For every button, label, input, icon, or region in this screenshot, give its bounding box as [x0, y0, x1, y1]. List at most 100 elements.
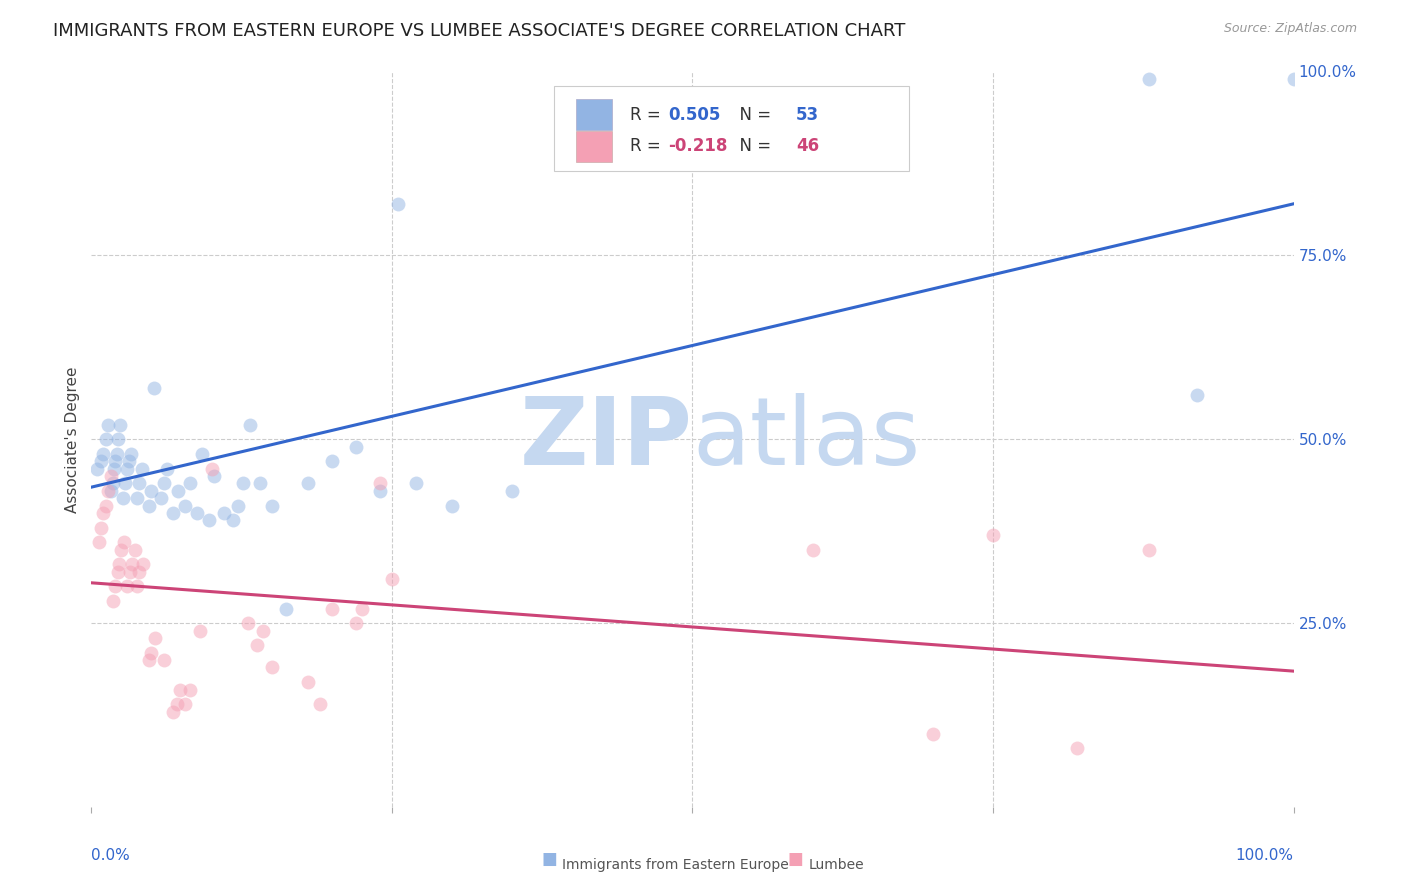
Point	[981, 528, 1004, 542]
Point	[94, 433, 117, 447]
FancyBboxPatch shape	[576, 131, 612, 161]
Point	[103, 462, 125, 476]
Point	[100, 469, 122, 483]
Point	[162, 705, 184, 719]
Point	[405, 476, 427, 491]
Point	[125, 580, 148, 594]
Point	[260, 660, 283, 674]
Point	[188, 624, 211, 638]
Point	[142, 381, 165, 395]
Point	[344, 616, 367, 631]
Text: atlas: atlas	[692, 393, 921, 485]
Point	[141, 646, 163, 660]
Point	[202, 469, 225, 483]
Point	[110, 417, 132, 432]
Text: N =: N =	[728, 137, 776, 155]
Point	[368, 476, 391, 491]
Point	[186, 506, 208, 520]
Text: 100.0%: 100.0%	[1236, 847, 1294, 863]
Point	[132, 558, 155, 572]
Point	[128, 476, 150, 491]
Point	[297, 675, 319, 690]
Point	[111, 491, 134, 505]
Point	[387, 197, 409, 211]
Point	[108, 558, 131, 572]
Point	[226, 499, 249, 513]
Text: ■: ■	[787, 850, 803, 868]
Point	[124, 542, 146, 557]
Point	[87, 535, 110, 549]
Point	[252, 624, 274, 638]
Point	[118, 565, 141, 579]
Point	[104, 454, 127, 468]
Point	[152, 476, 174, 491]
Point	[117, 580, 139, 594]
Point	[260, 499, 283, 513]
Point	[150, 491, 173, 505]
Point	[179, 476, 201, 491]
Text: 0.505: 0.505	[668, 106, 721, 124]
Point	[94, 499, 117, 513]
Point	[128, 565, 150, 579]
Point	[1137, 71, 1160, 86]
Point	[276, 601, 298, 615]
Point	[212, 506, 235, 520]
Text: Source: ZipAtlas.com: Source: ZipAtlas.com	[1223, 22, 1357, 36]
Point	[201, 462, 224, 476]
Point	[344, 440, 367, 454]
Point	[97, 483, 120, 498]
Point	[232, 476, 254, 491]
Text: Lumbee: Lumbee	[808, 858, 865, 872]
Point	[162, 506, 184, 520]
Point	[105, 447, 128, 461]
Point	[117, 462, 139, 476]
Point	[440, 499, 463, 513]
Point	[101, 476, 124, 491]
Point	[1066, 741, 1088, 756]
Point	[121, 558, 143, 572]
Text: R =: R =	[630, 137, 666, 155]
Point	[120, 447, 142, 461]
Point	[114, 476, 136, 491]
Text: IMMIGRANTS FROM EASTERN EUROPE VS LUMBEE ASSOCIATE'S DEGREE CORRELATION CHART: IMMIGRANTS FROM EASTERN EUROPE VS LUMBEE…	[53, 22, 905, 40]
Point	[138, 653, 160, 667]
Text: 46: 46	[796, 137, 818, 155]
Point	[166, 698, 188, 712]
Point	[152, 653, 174, 667]
Point	[143, 631, 166, 645]
Point	[110, 542, 132, 557]
Text: 0.0%: 0.0%	[91, 847, 131, 863]
Point	[501, 483, 523, 498]
Point	[112, 535, 135, 549]
Point	[321, 601, 343, 615]
Y-axis label: Associate's Degree: Associate's Degree	[65, 366, 80, 513]
Point	[174, 499, 197, 513]
Point	[97, 417, 120, 432]
Point	[350, 601, 373, 615]
Point	[1282, 71, 1305, 86]
Point	[198, 513, 221, 527]
Point	[308, 698, 330, 712]
Text: Immigrants from Eastern Europe: Immigrants from Eastern Europe	[562, 858, 789, 872]
Point	[141, 483, 163, 498]
Point	[93, 447, 115, 461]
Point	[321, 454, 343, 468]
Text: ZIP: ZIP	[520, 393, 692, 485]
Point	[922, 726, 945, 740]
Point	[107, 565, 129, 579]
Text: -0.218: -0.218	[668, 137, 728, 155]
Point	[191, 447, 214, 461]
Point	[90, 454, 112, 468]
Point	[125, 491, 148, 505]
Point	[381, 572, 404, 586]
Point	[236, 616, 259, 631]
Text: 53: 53	[796, 106, 818, 124]
Point	[174, 698, 197, 712]
Point	[368, 483, 391, 498]
Point	[169, 682, 191, 697]
Point	[249, 476, 271, 491]
Point	[297, 476, 319, 491]
Text: R =: R =	[630, 106, 666, 124]
FancyBboxPatch shape	[554, 87, 908, 170]
Point	[801, 542, 824, 557]
